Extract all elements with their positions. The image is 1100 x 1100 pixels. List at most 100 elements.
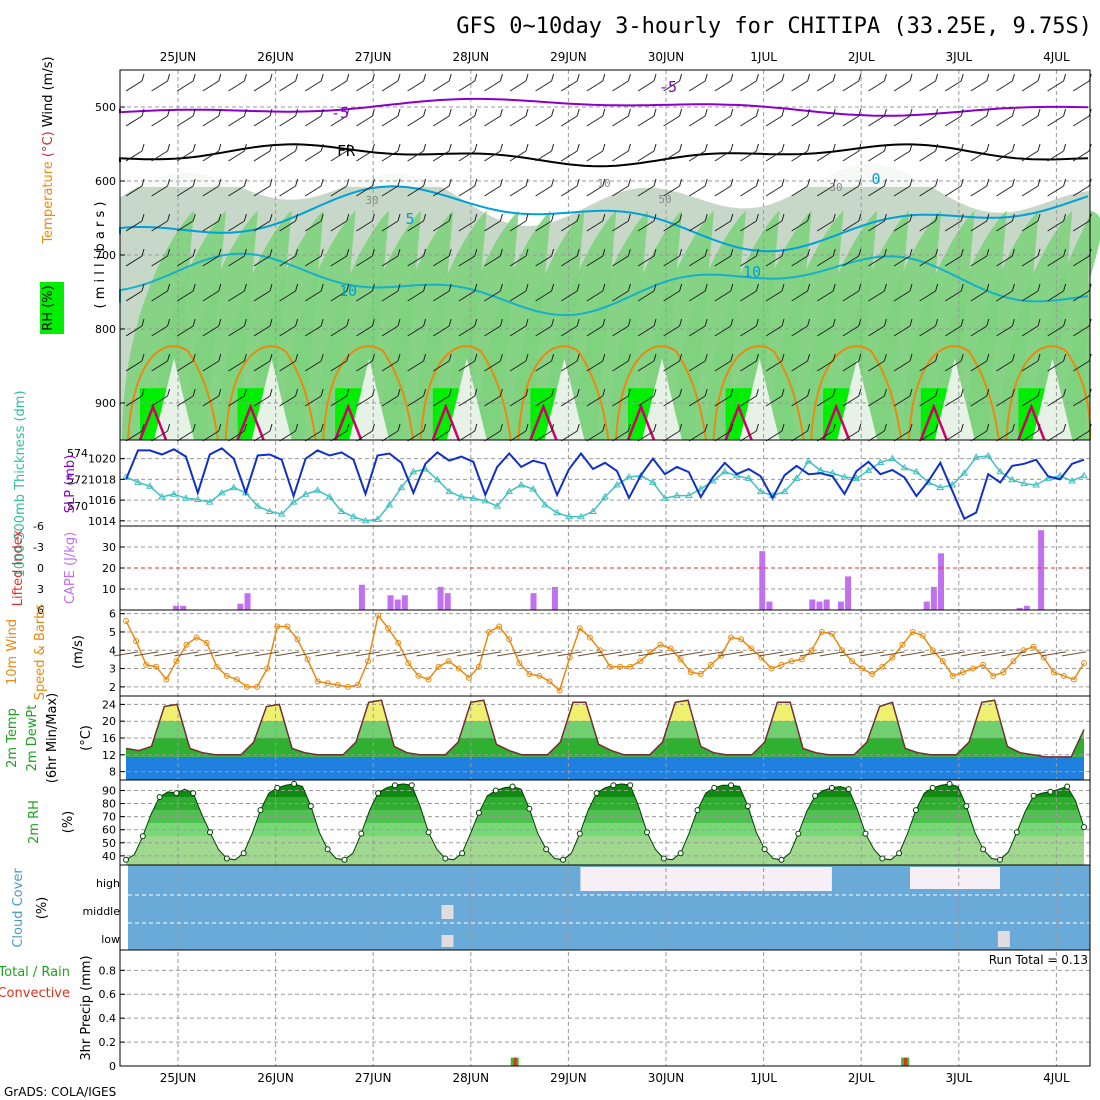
wind-barb [458, 430, 476, 442]
wind-barb [586, 290, 604, 302]
wind-barb [842, 80, 860, 92]
rh-band-dry [154, 358, 194, 440]
temp-contour-15 [712, 345, 805, 441]
wind-barb-tick [602, 248, 606, 257]
wind-barb [202, 80, 220, 92]
wind-barb-tick [192, 143, 196, 152]
wind-barb [816, 115, 834, 127]
wind-barb [125, 255, 143, 267]
wind-barb-tick [781, 283, 785, 292]
wind-barb-tick [1037, 388, 1041, 397]
wind-barb-tick [960, 143, 964, 152]
wind-barb-tick [986, 73, 990, 82]
wind-barb-tick [883, 213, 887, 222]
wind-speed-marker [435, 663, 442, 670]
rh-marker [694, 807, 701, 814]
temp-contour-20 [626, 403, 656, 441]
wind-barb [560, 150, 578, 162]
wind-barb [381, 325, 399, 337]
wind-barb [868, 220, 885, 232]
wind-barb [560, 395, 578, 407]
thickness-tick: 570 [67, 500, 88, 513]
wind-barb [919, 185, 936, 197]
wind-barb [816, 80, 834, 92]
wind-barb [688, 360, 706, 372]
pressure-tick: 900 [95, 397, 116, 410]
cape-bar [809, 599, 816, 610]
wind-barb [432, 430, 450, 442]
wind-barb [1072, 185, 1090, 197]
wind-barb [944, 115, 962, 127]
wind-barb-10m [577, 651, 602, 657]
wind-barb [868, 115, 885, 127]
wind-barb-tick [807, 318, 811, 327]
wind-barb [1072, 80, 1090, 92]
wind-barb-10m [355, 651, 381, 657]
wind-barb [432, 220, 450, 232]
rh-band-mid [1064, 210, 1100, 440]
wind-barb [765, 255, 783, 267]
wind-barb-tick [1063, 73, 1067, 82]
rh-marker [761, 846, 768, 853]
wind-barb [304, 185, 322, 197]
wind-speed-marker [133, 638, 140, 645]
wind-barb [842, 115, 860, 127]
wind-barb [765, 80, 783, 92]
wind-barb [535, 430, 552, 442]
wind-barb-tick [1037, 143, 1041, 152]
wind-barb [125, 290, 143, 302]
thickness-marker [205, 498, 214, 505]
wind-barb [919, 80, 936, 92]
wind-barb [893, 255, 911, 267]
wind-barb-tick [320, 283, 324, 292]
wind-barb [944, 80, 962, 92]
thickness-marker [589, 507, 597, 514]
wind-barb-10m [537, 651, 562, 657]
wind-barb-tick [192, 423, 196, 432]
wind-barb-tick [551, 318, 555, 327]
wind-barb [228, 150, 245, 162]
wind-barb [1021, 360, 1039, 372]
wind-barb [663, 220, 680, 232]
wind-barb [714, 360, 732, 372]
thickness-marker [313, 486, 322, 493]
wind-barb-tick [781, 213, 785, 222]
wind-speed-marker [365, 658, 372, 665]
wind-barb [714, 430, 732, 442]
thickness-marker [696, 484, 705, 492]
contour-label: -5 [331, 104, 349, 122]
thickness-marker [553, 508, 561, 516]
wind-barb [688, 80, 706, 92]
wind-barb [356, 150, 373, 162]
thickness-marker [625, 473, 633, 480]
cape-bar [816, 601, 823, 610]
wind-speed-marker [193, 634, 200, 641]
wind-speed-marker [1060, 672, 1067, 679]
wind-barb [381, 80, 399, 92]
wind-barb [407, 150, 424, 162]
wind-barb [970, 255, 988, 267]
wind-barb [202, 290, 220, 302]
wind-barb [560, 80, 578, 92]
wind-barb-tick [909, 353, 913, 362]
cape-bar [1023, 605, 1030, 610]
wind-speed-marker [667, 645, 674, 652]
rh-marker [644, 829, 651, 836]
rh-tick: 70 [102, 811, 116, 824]
wind-barb-10m [234, 651, 260, 657]
wind-barb [253, 325, 271, 337]
wind-speed-marker [173, 658, 180, 665]
wind-barb-tick [858, 353, 862, 362]
wind-barb [868, 360, 885, 372]
wind-barb-tick [167, 213, 171, 222]
thickness-marker [888, 454, 897, 462]
temp-contour-15 [907, 345, 1000, 441]
wind-barb-tick [653, 143, 657, 152]
wind-barb [612, 290, 629, 302]
wind-speed-marker [808, 647, 815, 654]
wind-speed-marker [153, 663, 160, 670]
wind-barb-tick [679, 248, 683, 257]
wind-barb [125, 115, 143, 127]
wind-barb-tick [525, 178, 529, 187]
wind-tick: 3 [109, 663, 116, 676]
